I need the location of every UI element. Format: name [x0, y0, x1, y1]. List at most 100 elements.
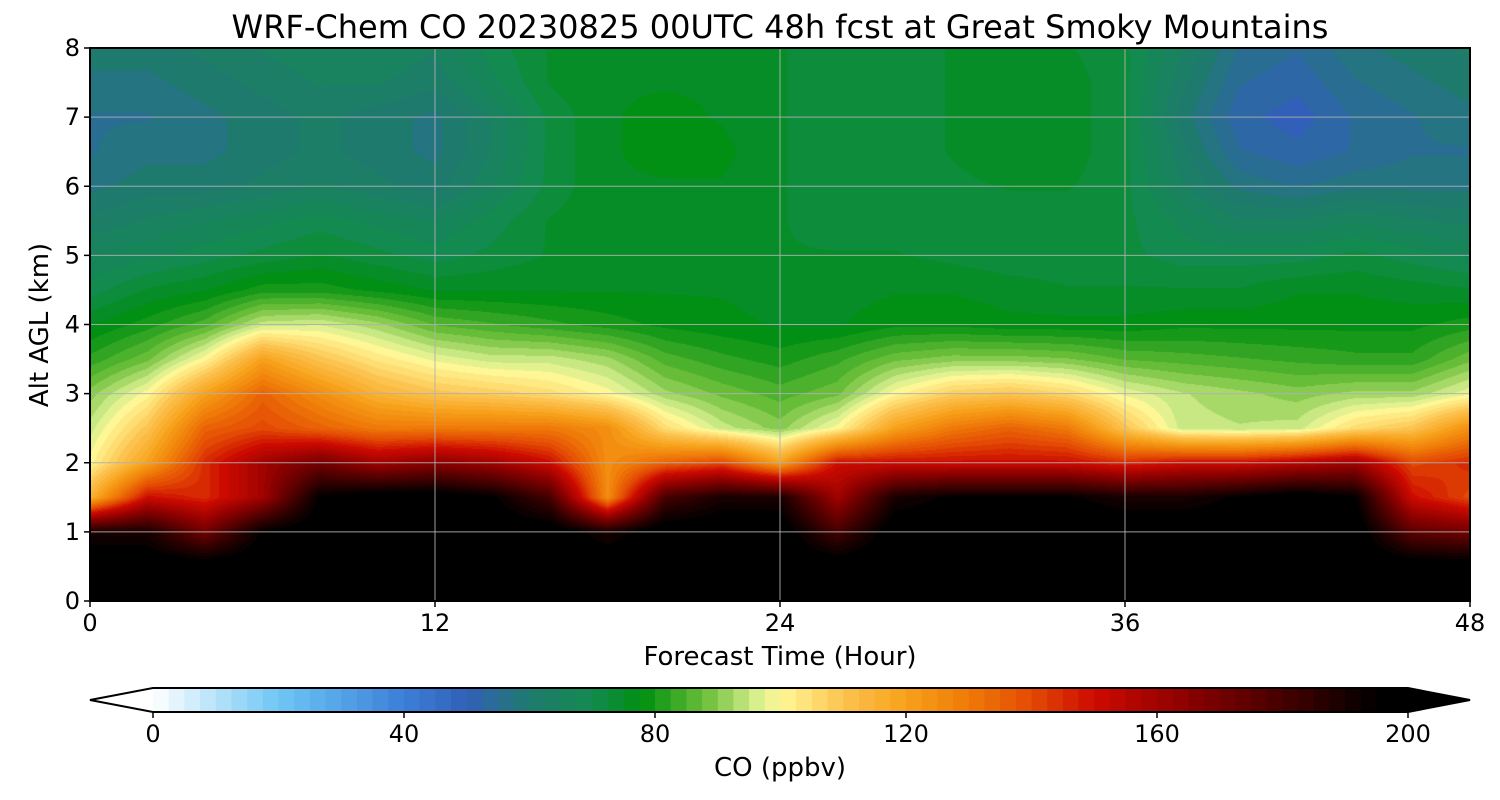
colorbar-swatch [733, 688, 750, 712]
colorbar-swatch [325, 688, 342, 712]
colorbar-swatch [215, 688, 233, 712]
colorbar-swatch [984, 688, 1001, 712]
y-tick-label: 8 [65, 34, 80, 62]
colorbar-swatch [827, 688, 844, 712]
colorbar-swatch [655, 688, 672, 712]
y-axis: 0 1 2 3 4 5 6 7 8 [65, 34, 90, 615]
colorbar-swatch [294, 688, 311, 712]
colorbar-swatch [858, 688, 876, 712]
colorbar-swatch [764, 688, 782, 712]
y-tick-label: 1 [65, 518, 80, 546]
colorbar-swatch [1329, 688, 1346, 712]
colorbar-ticks: 0 40 80 120 160 200 [145, 712, 1431, 748]
colorbar-swatch [1141, 688, 1158, 712]
colorbar-swatch [1172, 688, 1189, 712]
colorbar-swatch [1313, 688, 1331, 712]
y-tick-label: 3 [65, 380, 80, 408]
colorbar-swatch [623, 688, 640, 712]
colorbar-tick-label: 40 [389, 720, 420, 748]
colorbar-swatch [592, 688, 609, 712]
colorbar-swatch [1282, 688, 1299, 712]
colorbar-swatch [545, 688, 562, 712]
colorbar-swatch [1000, 688, 1017, 712]
colorbar-swatch [262, 688, 280, 712]
colorbar-swatch [1266, 688, 1284, 712]
colorbar-swatch [874, 688, 891, 712]
colorbar-swatch [1219, 688, 1237, 712]
colorbar-tick-label: 120 [883, 720, 929, 748]
y-tick-label: 4 [65, 311, 80, 339]
colorbar-swatch [749, 688, 766, 712]
colorbar-swatch [1235, 688, 1252, 712]
grid-lines [90, 48, 1470, 601]
colorbar-swatch [1360, 688, 1378, 712]
colorbar-swatch [639, 688, 656, 712]
colorbar-swatch [513, 688, 531, 712]
x-tick-label: 48 [1455, 609, 1486, 637]
chart-title: WRF-Chem CO 20230825 00UTC 48h fcst at G… [232, 8, 1329, 46]
x-tick-label: 36 [1110, 609, 1141, 637]
colorbar-swatch [890, 688, 907, 712]
colorbar-extend-low [90, 688, 153, 712]
x-axis: 0 12 24 36 48 [82, 601, 1485, 637]
colorbar-swatch [1345, 688, 1362, 712]
colorbar [89, 687, 1471, 713]
y-axis-label: Alt AGL (km) [25, 243, 55, 407]
colorbar-swatch [576, 688, 593, 712]
colorbar-swatch [404, 688, 421, 712]
colorbar-swatch [466, 688, 484, 712]
colorbar-swatch [200, 688, 217, 712]
colorbar-label: CO (ppbv) [714, 753, 846, 783]
colorbar-swatch [968, 688, 986, 712]
colorbar-swatch [341, 688, 358, 712]
colorbar-swatch [482, 688, 499, 712]
y-tick-label: 6 [65, 172, 80, 200]
colorbar-swatch [843, 688, 860, 712]
colorbar-swatch [702, 688, 719, 712]
y-tick-label: 0 [65, 587, 80, 615]
colorbar-swatch [168, 688, 185, 712]
colorbar-swatch [278, 688, 295, 712]
y-tick-label: 7 [65, 103, 80, 131]
colorbar-swatch [184, 688, 201, 712]
x-tick-label: 0 [82, 609, 97, 637]
colorbar-swatch [921, 688, 938, 712]
colorbar-swatch [1125, 688, 1142, 712]
colorbar-swatch [780, 688, 797, 712]
colorbar-swatch [607, 688, 625, 712]
colorbar-swatch [1251, 688, 1268, 712]
colorbar-swatch [953, 688, 970, 712]
colorbar-swatch [1109, 688, 1127, 712]
x-tick-label: 12 [420, 609, 451, 637]
y-tick-label: 5 [65, 241, 80, 269]
colorbar-swatch [1392, 688, 1409, 712]
colorbar-swatch [231, 688, 248, 712]
colorbar-tick-label: 160 [1134, 720, 1180, 748]
colorbar-swatch [1204, 688, 1221, 712]
colorbar-tick-label: 80 [640, 720, 671, 748]
colorbar-swatch [717, 688, 735, 712]
colorbar-swatch [1047, 688, 1064, 712]
colorbar-swatch [1094, 688, 1111, 712]
colorbar-swatch [153, 688, 170, 712]
colorbar-swatch [388, 688, 405, 712]
colorbar-swatch [1031, 688, 1048, 712]
colorbar-swatch [906, 688, 923, 712]
colorbar-swatch [1157, 688, 1174, 712]
colorbar-swatch [372, 688, 389, 712]
x-tick-label: 24 [765, 609, 796, 637]
colorbar-swatch [1062, 688, 1080, 712]
colorbar-swatch [435, 688, 452, 712]
colorbar-swatch [670, 688, 687, 712]
colorbar-swatch [937, 688, 954, 712]
colorbar-swatch [686, 688, 703, 712]
colorbar-swatch [529, 688, 546, 712]
colorbar-tick-label: 200 [1385, 720, 1431, 748]
x-axis-label: Forecast Time (Hour) [643, 642, 916, 672]
colorbar-swatch [796, 688, 813, 712]
colorbar-extend-high [1408, 688, 1470, 712]
colorbar-swatch [419, 688, 436, 712]
y-tick-label: 2 [65, 449, 80, 477]
colorbar-swatch [451, 688, 468, 712]
